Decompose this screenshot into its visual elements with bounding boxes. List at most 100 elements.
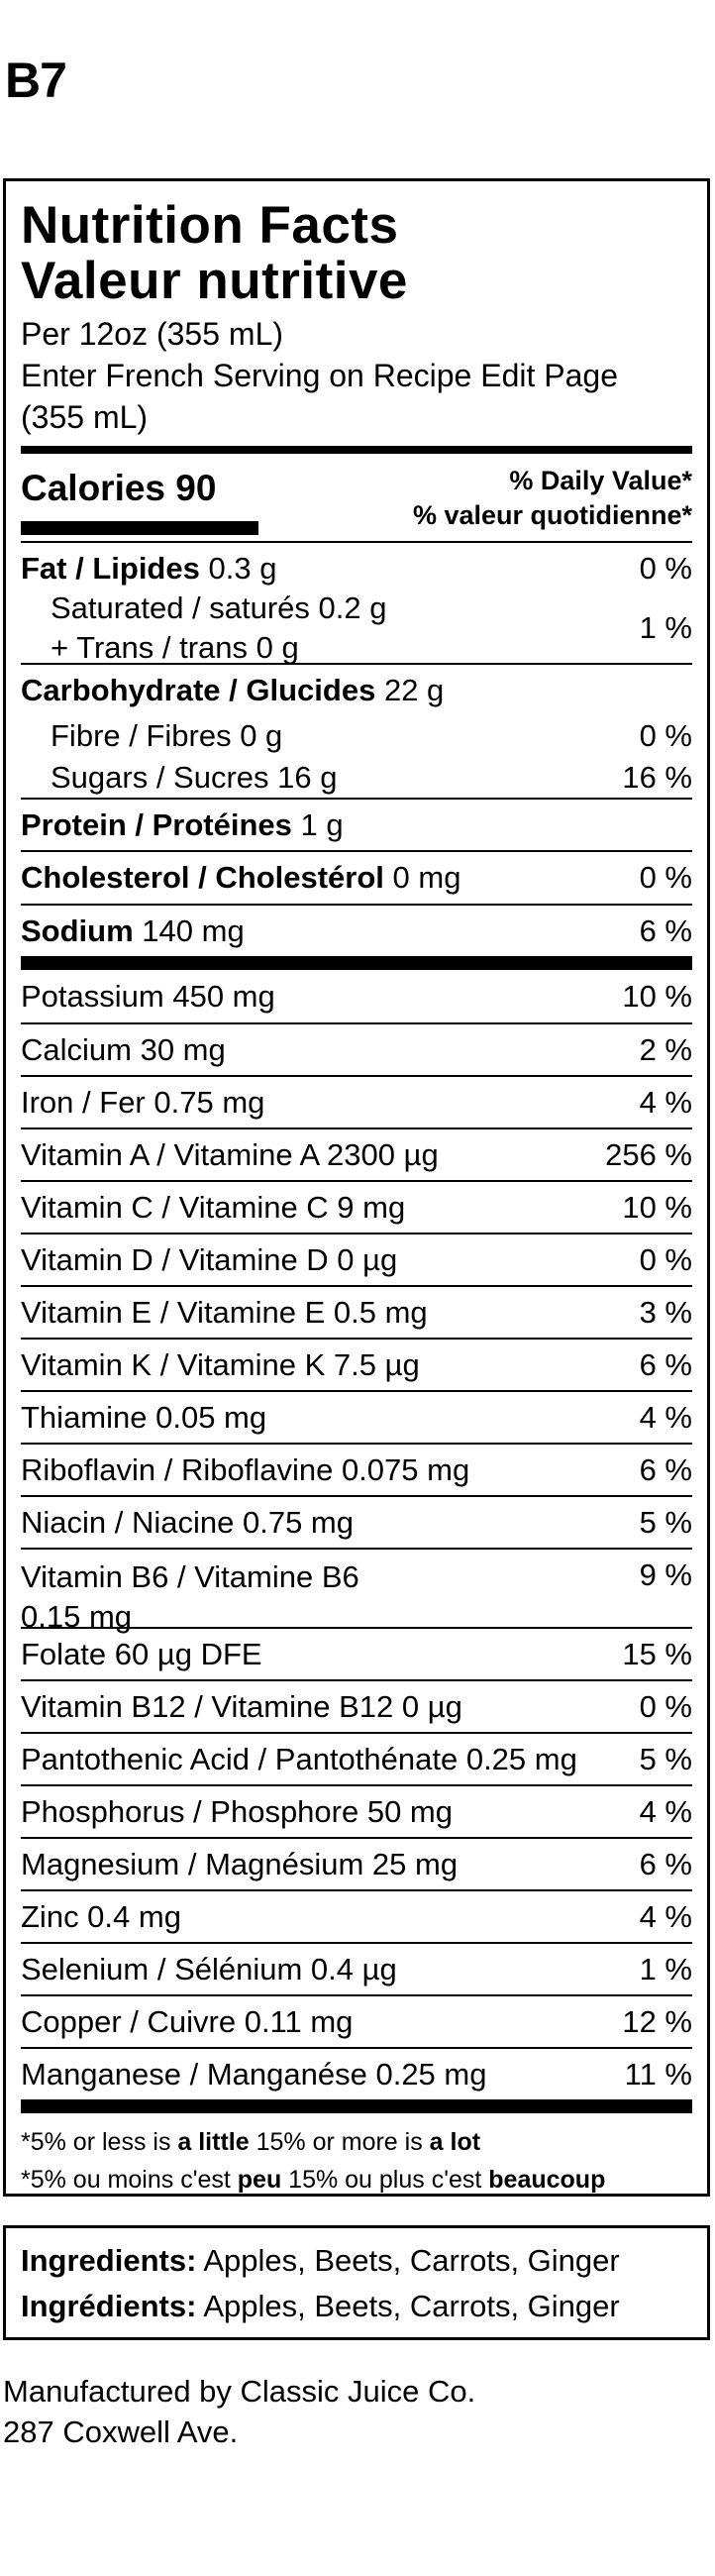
nutrient-pct: 10 %: [622, 978, 692, 1014]
nutrient-row: Vitamin B12 / Vitamine B12 0 µg 0 %: [21, 1679, 692, 1732]
nutrient-pct: 256 %: [605, 1136, 692, 1172]
nutrient-pct: 6 %: [639, 1451, 692, 1487]
nutrient-pct: 11 %: [624, 2056, 692, 2092]
nutrient-row: Calcium 30 mg 2 %: [21, 1022, 692, 1075]
protein-amount: 1 g: [300, 806, 344, 842]
cholesterol-pct: 0 %: [639, 860, 692, 895]
nutrient-row: Thiamine 0.05 mg 4 %: [21, 1390, 692, 1443]
sodium-pct: 6 %: [639, 912, 692, 948]
protein-text: Protein / Protéines 1 g: [21, 807, 344, 843]
ingredients-label-en: Ingredients:: [21, 2243, 197, 2278]
sugars-line: Sugars / Sucres 16 g: [51, 760, 338, 795]
nutrient-label: Copper / Cuivre 0.11 mg: [21, 2003, 354, 2039]
b6-label-line1: Vitamin B6 / Vitamine B6: [21, 1559, 359, 1594]
nutrient-row: Zinc 0.4 mg 4 %: [21, 1889, 692, 1942]
carb-name: Carbohydrate / Glucides: [21, 673, 376, 707]
nutrient-pct: 5 %: [639, 1504, 692, 1540]
footnote-emphasis: beaucoup: [488, 2166, 606, 2194]
footnote-fr: *5% ou moins c'est peu 15% ou plus c'est…: [21, 2161, 692, 2199]
nutrient-row: Copper / Cuivre 0.11 mg 12 %: [21, 1994, 692, 2047]
thick-divider: [21, 446, 692, 454]
footnote-emphasis: a lot: [429, 2128, 481, 2156]
sodium-row: Sodium 140 mg 6 %: [21, 904, 692, 956]
calories-underline: [21, 521, 258, 535]
ingredients-en: Ingredients: Apples, Beets, Carrots, Gin…: [21, 2238, 692, 2284]
footnote-text: *5% ou moins c'est: [21, 2166, 238, 2194]
thick-divider: [21, 2099, 692, 2113]
cholesterol-amount: 0 mg: [392, 860, 461, 895]
nutrient-row: Vitamin K / Vitamine K 7.5 µg 6 %: [21, 1338, 692, 1390]
fat-name: Fat / Lipides: [21, 551, 200, 586]
footnote-emphasis: a little: [177, 2128, 250, 2156]
fibre-pct: 0 %: [639, 718, 692, 753]
nutrition-facts-panel: Nutrition Facts Valeur nutritive Per 12o…: [3, 178, 710, 2197]
footnote: *5% or less is a little 15% or more is a…: [21, 2123, 692, 2199]
trans-line: + Trans / trans 0 g: [51, 630, 299, 665]
nutrient-label: Pantothenic Acid / Pantothénate 0.25 mg: [21, 1741, 577, 1776]
ingredients-label-fr: Ingrédients:: [21, 2289, 197, 2323]
ingredients-box: Ingredients: Apples, Beets, Carrots, Gin…: [3, 2225, 710, 2340]
nutrient-label: Folate 60 µg DFE: [21, 1636, 262, 1671]
nutrient-label: Vitamin B12 / Vitamine B12 0 µg: [21, 1688, 462, 1724]
nutrient-pct: 4 %: [639, 1793, 692, 1829]
nutrition-title-en: Nutrition Facts: [21, 196, 399, 255]
sugars-pct: 16 %: [622, 760, 692, 795]
ingredients-text-en: Apples, Beets, Carrots, Ginger: [203, 2243, 620, 2278]
nutrient-pct: 4 %: [639, 1399, 692, 1435]
saturated-line: Saturated / saturés 0.2 g: [51, 590, 387, 625]
daily-value-header-fr: % valeur quotidienne*: [412, 500, 692, 530]
ingredients-fr: Ingrédients: Apples, Beets, Carrots, Gin…: [21, 2284, 692, 2329]
nutrient-row: Phosphorus / Phosphore 50 mg 4 %: [21, 1784, 692, 1837]
nutrient-pct: 15 %: [622, 1636, 692, 1671]
carb-line: Carbohydrate / Glucides 22 g: [21, 673, 444, 708]
nutrient-label: Iron / Fer 0.75 mg: [21, 1084, 265, 1120]
nutrient-row: Iron / Fer 0.75 mg 4 %: [21, 1075, 692, 1127]
nutrient-row-b6: Vitamin B6 / Vitamine B6 0.15 mg 9 %: [21, 1548, 692, 1634]
nutrient-row: Magnesium / Magnésium 25 mg 6 %: [21, 1837, 692, 1889]
nutrient-pct: 0 %: [639, 1241, 692, 1277]
sat-trans-pct: 1 %: [639, 610, 692, 645]
b6-label: Vitamin B6 / Vitamine B6 0.15 mg: [21, 1557, 359, 1637]
nutrient-label: Vitamin D / Vitamine D 0 µg: [21, 1241, 398, 1277]
protein-name: Protein / Protéines: [21, 806, 292, 842]
carb-amount: 22 g: [383, 673, 445, 707]
nutrient-label: Zinc 0.4 mg: [21, 1898, 181, 1934]
manufacturer-line: Manufactured by Classic Juice Co.: [3, 2374, 476, 2409]
nutrient-row: Selenium / Sélénium 0.4 µg 1 %: [21, 1942, 692, 1994]
nutrient-row: Niacin / Niacine 0.75 mg 5 %: [21, 1495, 692, 1548]
nutrient-row: Vitamin D / Vitamine D 0 µg 0 %: [21, 1233, 692, 1285]
nutrient-pct: 6 %: [639, 1346, 692, 1382]
daily-value-header-en: % Daily Value*: [509, 466, 692, 495]
fat-amount: 0.3 g: [208, 551, 277, 586]
nutrient-row: Vitamin E / Vitamine E 0.5 mg 3 %: [21, 1285, 692, 1338]
ingredients-text-fr: Apples, Beets, Carrots, Ginger: [203, 2289, 620, 2323]
footnote-text: 15% or more is: [249, 2128, 430, 2156]
protein-row: Protein / Protéines 1 g: [21, 798, 692, 850]
nutrient-label: Calcium 30 mg: [21, 1031, 226, 1067]
nutrient-label: Manganese / Manganése 0.25 mg: [21, 2056, 487, 2092]
nutrient-label: Thiamine 0.05 mg: [21, 1399, 267, 1435]
nutrient-pct: 10 %: [622, 1189, 692, 1225]
nutrient-row: Vitamin A / Vitamine A 2300 µg 256 %: [21, 1127, 692, 1180]
carbohydrate-block: Carbohydrate / Glucides 22 g Fibre / Fib…: [21, 663, 692, 798]
daily-value-header: % Daily Value* % valeur quotidienne*: [413, 464, 692, 533]
cholesterol-text: Cholesterol / Cholestérol 0 mg: [21, 860, 460, 896]
nutrient-pct: 0 %: [639, 1688, 692, 1724]
calories-label: Calories 90: [21, 468, 217, 508]
b6-pct: 9 %: [639, 1557, 692, 1592]
nutrient-pct: 6 %: [639, 1846, 692, 1881]
cholesterol-name: Cholesterol / Cholestérol: [21, 860, 384, 895]
nutrient-label: Phosphorus / Phosphore 50 mg: [21, 1793, 453, 1829]
serving-size-line: Enter French Serving on Recipe Edit Page: [21, 358, 618, 393]
sodium-amount: 140 mg: [142, 912, 245, 948]
manufacturer-address: 287 Coxwell Ave.: [3, 2415, 239, 2449]
nutrient-label: Potassium 450 mg: [21, 978, 275, 1014]
footnote-text: 15% ou plus c'est: [281, 2166, 489, 2194]
nutrient-pct: 4 %: [639, 1898, 692, 1934]
nutrient-pct: 3 %: [639, 1294, 692, 1330]
nutrient-row: Manganese / Manganése 0.25 mg 11 %: [21, 2047, 692, 2099]
nutrient-row: Potassium 450 mg 10 %: [21, 970, 692, 1022]
nutrient-row: Folate 60 µg DFE 15 %: [21, 1627, 692, 1679]
nutrient-label: Vitamin K / Vitamine K 7.5 µg: [21, 1346, 420, 1382]
manufacturer-info: Manufactured by Classic Juice Co. 287 Co…: [3, 2371, 475, 2452]
